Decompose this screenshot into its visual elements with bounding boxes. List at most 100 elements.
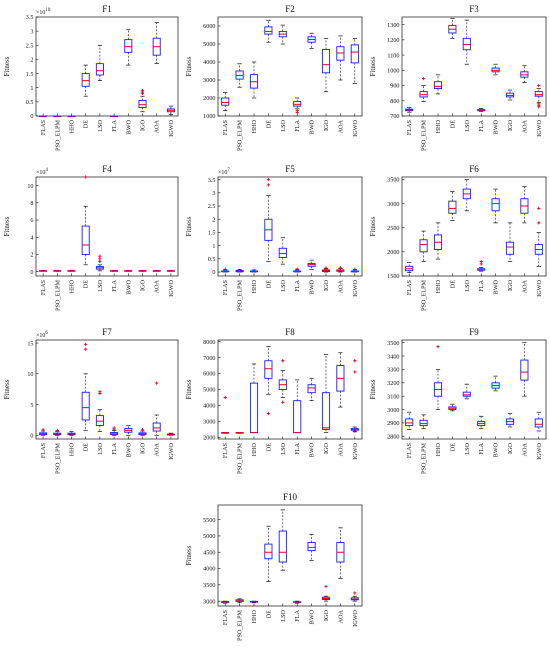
- iqr-box: [95, 415, 104, 426]
- x-tick-label: IGO: [323, 279, 330, 291]
- box-hho: [67, 115, 76, 118]
- box-lso: [462, 383, 471, 400]
- outlier-point: [98, 390, 102, 394]
- outlier-point: [353, 370, 357, 374]
- box-hho: [249, 363, 259, 434]
- y-tick-label: 4000: [203, 566, 215, 573]
- box-aoa: [336, 352, 345, 408]
- x-tick-label: DE: [83, 280, 90, 288]
- box-lso: [278, 359, 287, 404]
- outlier-point: [281, 400, 285, 404]
- x-tick-label: BWO: [493, 279, 500, 294]
- outlier-point: [324, 266, 328, 270]
- iqr-box: [264, 360, 273, 379]
- y-tick-label: 5000: [203, 41, 215, 48]
- y-axis-label: Fitness: [3, 56, 11, 76]
- outlier-point: [55, 428, 59, 432]
- x-tick-label: FLA: [478, 442, 485, 454]
- x-tick-label: IGO: [140, 119, 147, 131]
- y-tick-label: 3.5: [26, 14, 34, 21]
- panel-title: F4: [102, 164, 112, 174]
- panel-f10: F10 3000 3500 4000 4500 5000 5500 Fitness FLAS PS…: [182, 490, 366, 650]
- x-tick-label: PSO_ELPM: [54, 443, 61, 474]
- x-tick-label: PSO_ELPM: [237, 120, 244, 151]
- x-tick-label: HHO: [435, 279, 442, 293]
- box-bwo: [491, 188, 500, 224]
- outlier-point: [223, 267, 227, 271]
- y-tick-label: 2000: [203, 435, 215, 442]
- axis-multiplier: ×1010: [36, 8, 51, 16]
- y-tick-label: 2000: [387, 249, 399, 256]
- y-axis-label: Fitness: [369, 216, 377, 236]
- box-fla: [293, 600, 302, 604]
- x-tick-label: IGWO: [352, 609, 359, 626]
- iqr-box: [419, 419, 428, 427]
- y-tick-label: 3000: [203, 77, 215, 84]
- box-igo: [138, 428, 147, 436]
- x-tick-label: FLAS: [222, 279, 229, 295]
- iqr-box: [152, 422, 161, 432]
- box-pso_elpm: [53, 270, 62, 272]
- box-hho: [67, 270, 76, 272]
- chart-svg: F2 1000 2000 3000 4000 5000 6000 Fitness FLAS PSO…: [185, 4, 363, 151]
- panel-f4: F4 ×104 0 2 4 6 8 10 Fitness FLAS PSO_ELPM HHO DE LSO…: [0, 162, 182, 320]
- y-tick-label: 0.5: [26, 99, 34, 106]
- x-tick-label: HHO: [251, 279, 258, 293]
- iqr-box: [350, 44, 359, 64]
- iqr-box: [462, 391, 471, 397]
- y-tick-label: 900: [390, 83, 399, 90]
- y-tick-label: 10: [27, 183, 33, 190]
- y-tick-label: 6: [30, 217, 33, 224]
- x-tick-label: AOA: [521, 119, 528, 133]
- plot-frame: [217, 176, 363, 277]
- y-axis-label: Fitness: [185, 379, 193, 399]
- y-tick-label: 4500: [203, 549, 215, 556]
- box-bwo: [491, 63, 500, 76]
- box-de: [81, 64, 90, 97]
- plot-frame: [217, 504, 363, 607]
- y-axis-label: Fitness: [3, 379, 11, 399]
- iqr-box: [81, 225, 90, 255]
- y-tick-label: 2800: [387, 434, 399, 441]
- y-tick-label: 3000: [387, 407, 399, 414]
- y-tick-label: 2.5: [208, 203, 216, 210]
- x-tick-label: DE: [449, 120, 456, 128]
- panel-f9: F9 2800 2900 3000 3100 3200 3300 3400 3500 Fitnes…: [366, 325, 550, 483]
- box-hho: [249, 600, 259, 604]
- box-pso_elpm: [419, 414, 428, 429]
- y-tick-label: 1500: [387, 273, 399, 280]
- panel-f8: F8 2000 3000 4000 5000 6000 7000 8000 Fitness FLA…: [182, 325, 366, 483]
- y-tick-label: 2.5: [26, 42, 34, 49]
- plot-frame: [401, 339, 547, 440]
- x-tick-label: LSO: [97, 119, 104, 131]
- y-tick-label: 2500: [387, 225, 399, 232]
- y-tick-label: 15: [27, 340, 33, 347]
- y-tick-label: 4000: [203, 403, 215, 410]
- plot-frame: [35, 16, 179, 117]
- iqr-box: [264, 26, 273, 35]
- box-igo: [321, 354, 331, 433]
- y-tick-label: 1000: [203, 113, 215, 120]
- panel-title: F7: [102, 327, 112, 337]
- x-tick-label: LSO: [97, 442, 104, 454]
- plot-frame: [35, 339, 179, 440]
- x-tick-label: FLAS: [40, 119, 47, 135]
- box-pso_elpm: [235, 432, 244, 434]
- outlier-point: [353, 267, 357, 271]
- iqr-box: [293, 400, 302, 434]
- x-tick-label: FLAS: [222, 442, 229, 458]
- outlier-point: [140, 428, 145, 432]
- x-tick-label: BWO: [309, 609, 316, 624]
- iqr-box: [505, 241, 515, 255]
- box-bwo: [307, 259, 316, 270]
- box-aoa: [336, 527, 345, 579]
- iqr-box: [221, 97, 230, 106]
- x-tick-label: PSO_ELPM: [421, 280, 428, 311]
- outlier-point: [266, 183, 270, 187]
- box-aoa: [336, 266, 345, 273]
- x-tick-label: IGO: [140, 279, 147, 291]
- box-lso: [95, 44, 104, 81]
- box-aoa: [152, 381, 161, 436]
- chart-svg: F9 2800 2900 3000 3100 3200 3300 3400 3500 Fitnes…: [369, 327, 547, 474]
- panel-title: F9: [469, 327, 479, 337]
